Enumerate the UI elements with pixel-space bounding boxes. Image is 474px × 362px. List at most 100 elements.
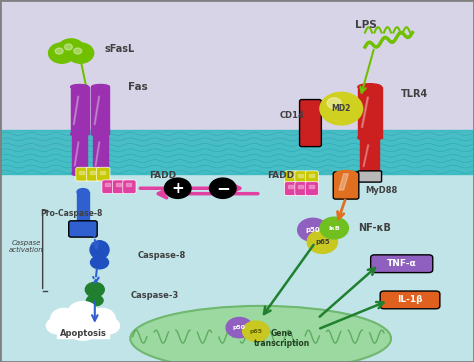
- Bar: [77, 192, 89, 224]
- Ellipse shape: [358, 134, 382, 141]
- Polygon shape: [100, 171, 105, 174]
- Polygon shape: [74, 142, 79, 166]
- Ellipse shape: [72, 172, 87, 176]
- Circle shape: [51, 308, 77, 329]
- Bar: [360, 138, 379, 174]
- Text: sFasL: sFasL: [104, 44, 135, 54]
- Polygon shape: [95, 142, 100, 166]
- Polygon shape: [73, 96, 79, 125]
- Text: p65: p65: [315, 239, 329, 245]
- Polygon shape: [309, 174, 314, 177]
- Polygon shape: [298, 185, 303, 188]
- Polygon shape: [0, 138, 474, 362]
- FancyBboxPatch shape: [86, 167, 100, 181]
- Circle shape: [298, 218, 328, 241]
- FancyBboxPatch shape: [97, 167, 110, 181]
- Ellipse shape: [91, 256, 109, 269]
- Circle shape: [320, 217, 348, 239]
- Circle shape: [55, 48, 63, 54]
- Circle shape: [69, 319, 97, 340]
- Circle shape: [99, 318, 119, 334]
- Polygon shape: [0, 0, 474, 152]
- FancyBboxPatch shape: [69, 221, 97, 237]
- FancyBboxPatch shape: [112, 180, 126, 194]
- Text: TLR4: TLR4: [401, 89, 428, 99]
- Text: MyD88: MyD88: [365, 186, 397, 194]
- Polygon shape: [94, 96, 100, 125]
- FancyBboxPatch shape: [284, 171, 298, 185]
- Text: FADD: FADD: [149, 171, 176, 180]
- Ellipse shape: [93, 132, 108, 136]
- FancyBboxPatch shape: [300, 100, 321, 147]
- FancyBboxPatch shape: [295, 171, 308, 185]
- Bar: [93, 134, 108, 174]
- Text: p50: p50: [233, 325, 246, 330]
- Text: Fas: Fas: [128, 82, 148, 92]
- Text: TNF-α: TNF-α: [387, 260, 417, 268]
- Ellipse shape: [336, 171, 356, 177]
- Polygon shape: [0, 130, 474, 174]
- Polygon shape: [90, 171, 95, 174]
- Ellipse shape: [72, 132, 87, 136]
- Ellipse shape: [85, 282, 104, 297]
- Ellipse shape: [90, 241, 109, 259]
- Polygon shape: [116, 183, 121, 186]
- Circle shape: [67, 43, 94, 63]
- FancyBboxPatch shape: [102, 180, 115, 194]
- Text: IκB: IκB: [328, 226, 340, 231]
- Circle shape: [64, 44, 73, 50]
- Circle shape: [243, 321, 269, 341]
- Circle shape: [85, 320, 109, 338]
- Ellipse shape: [360, 135, 379, 140]
- Circle shape: [68, 302, 98, 325]
- Circle shape: [74, 48, 82, 54]
- Text: IL-1β: IL-1β: [397, 295, 423, 304]
- FancyBboxPatch shape: [295, 182, 308, 195]
- Circle shape: [210, 178, 236, 198]
- Circle shape: [320, 92, 363, 125]
- Ellipse shape: [91, 84, 109, 89]
- FancyBboxPatch shape: [305, 182, 319, 195]
- Text: Pro-Caspase-8: Pro-Caspase-8: [40, 209, 103, 218]
- Polygon shape: [361, 97, 369, 127]
- Bar: [72, 134, 87, 174]
- Polygon shape: [298, 174, 303, 177]
- FancyBboxPatch shape: [305, 171, 319, 185]
- Text: NF-κB: NF-κB: [358, 223, 391, 233]
- Polygon shape: [288, 185, 293, 188]
- Ellipse shape: [86, 295, 103, 306]
- Text: −: −: [216, 179, 230, 197]
- Text: p50: p50: [305, 227, 320, 233]
- Text: CD14: CD14: [280, 111, 304, 120]
- Bar: [358, 87, 382, 138]
- Text: Caspase-8: Caspase-8: [137, 251, 186, 260]
- FancyBboxPatch shape: [333, 172, 359, 199]
- Polygon shape: [288, 174, 293, 177]
- Text: Apoptosis: Apoptosis: [60, 329, 106, 337]
- Circle shape: [307, 230, 337, 253]
- Ellipse shape: [77, 189, 89, 195]
- Polygon shape: [339, 174, 348, 190]
- Circle shape: [327, 98, 341, 109]
- Circle shape: [46, 318, 67, 334]
- Text: LPS: LPS: [356, 20, 377, 30]
- FancyBboxPatch shape: [284, 182, 298, 195]
- Text: MD2: MD2: [332, 104, 351, 113]
- FancyBboxPatch shape: [76, 167, 89, 181]
- Ellipse shape: [358, 84, 382, 90]
- Text: FADD: FADD: [267, 171, 294, 180]
- Circle shape: [57, 320, 81, 338]
- Text: Caspase-3: Caspase-3: [130, 291, 179, 299]
- Bar: [91, 87, 109, 134]
- Circle shape: [226, 317, 253, 338]
- Text: p65: p65: [249, 329, 263, 334]
- FancyBboxPatch shape: [123, 180, 136, 194]
- Ellipse shape: [91, 131, 109, 136]
- Bar: [57, 324, 109, 338]
- Text: Caspase
activation: Caspase activation: [9, 240, 44, 253]
- Circle shape: [48, 43, 75, 63]
- Ellipse shape: [93, 172, 108, 176]
- Bar: [71, 87, 89, 134]
- Polygon shape: [105, 183, 110, 186]
- Text: Gene
transcription: Gene transcription: [254, 329, 310, 348]
